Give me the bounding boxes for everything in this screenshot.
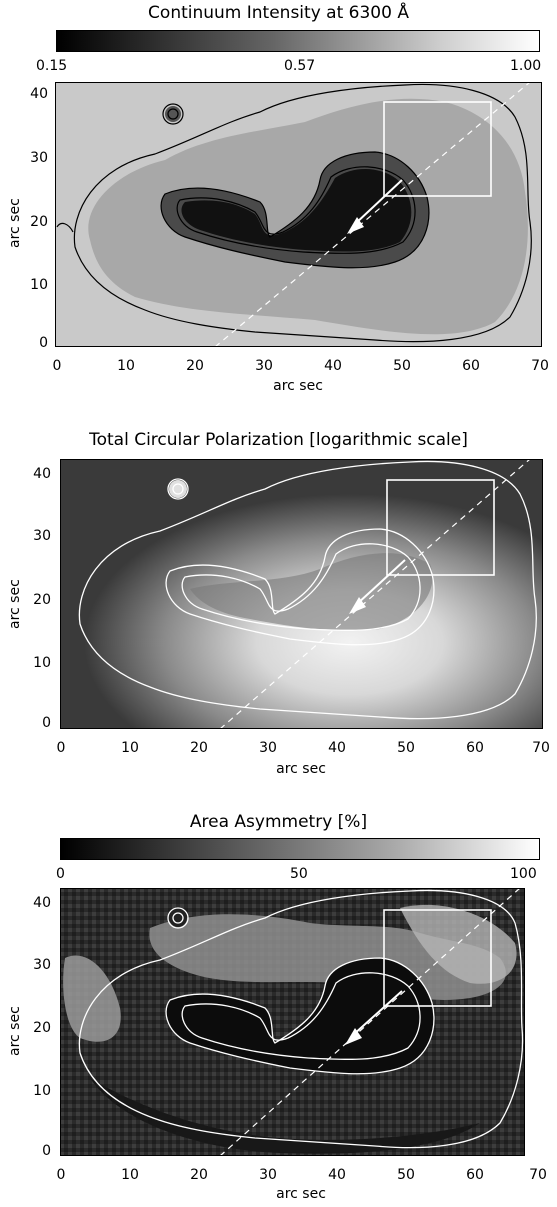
panel-3-ytick: 10	[33, 1083, 51, 1099]
panel-3-xtick: 20	[190, 1167, 208, 1183]
panel-1-ytick: 10	[30, 277, 48, 293]
panel-3-ytick: 20	[33, 1020, 51, 1036]
panel-1-ytick: 30	[30, 150, 48, 166]
panel-1-xtick: 50	[393, 358, 411, 374]
panel-3-xtick: 70	[529, 1167, 547, 1183]
panel-3-colorbar	[60, 838, 540, 860]
panel-2-xtick: 30	[259, 740, 277, 756]
panel-3-title: Area Asymmetry [%]	[189, 812, 368, 832]
panel-1-ytick: 40	[30, 86, 48, 102]
panel-2-title: Total Circular Polarization [logarithmic…	[89, 430, 468, 450]
panel-2-xtick: 0	[56, 740, 66, 756]
panel-1-xtick: 70	[531, 358, 549, 374]
panel-3-image	[60, 888, 525, 1156]
panel-2-ytick: 30	[33, 528, 51, 544]
panel-3-colorbar-tick-min: 0	[56, 866, 65, 882]
panel-1-colorbar-tick-max: 1.00	[510, 58, 542, 74]
panel-1-image	[55, 82, 542, 347]
panel-3-colorbar-tick-mid: 50	[290, 866, 308, 882]
panel-1-ytick: 0	[39, 335, 48, 351]
panel-1-xtick: 40	[324, 358, 342, 374]
panel-1-title: Continuum Intensity at 6300 Å	[148, 3, 409, 23]
panel-1-frame	[55, 82, 542, 347]
panel-1-xtick: 20	[186, 358, 204, 374]
panel-3-ytick: 0	[42, 1143, 51, 1159]
panel-2-xtick: 70	[532, 740, 550, 756]
panel-2-contours	[78, 460, 537, 720]
panel-2-xlabel: arc sec	[276, 761, 326, 777]
panel-3-xtick: 30	[259, 1167, 277, 1183]
panel-2-ylabel: arc sec	[7, 579, 23, 629]
panel-3-xlabel: arc sec	[276, 1186, 326, 1202]
panel-3-colorbar-tick-max: 100	[510, 866, 537, 882]
panel-2-ytick: 0	[42, 715, 51, 731]
panel-1-xtick: 30	[255, 358, 273, 374]
panel-3-xtick: 0	[56, 1167, 66, 1183]
panel-2-ytick: 20	[33, 592, 51, 608]
panel-3-xtick: 60	[466, 1167, 484, 1183]
panel-3-xtick: 50	[397, 1167, 415, 1183]
panel-3-xtick: 40	[328, 1167, 346, 1183]
panel-1-colorbar	[56, 30, 540, 52]
panel-3-ytick: 40	[33, 895, 51, 911]
panel-2-xtick: 40	[328, 740, 346, 756]
panel-2-frame	[60, 459, 543, 729]
panel-3-ytick: 30	[33, 957, 51, 973]
panel-1-contours	[56, 83, 532, 343]
panel-2-xtick: 60	[466, 740, 484, 756]
panel-1-ytick: 20	[30, 214, 48, 230]
panel-1-colorbar-tick-min: 0.15	[36, 58, 68, 74]
panel-2-ytick: 40	[33, 466, 51, 482]
panel-1-ylabel: arc sec	[7, 198, 23, 248]
panel-2-xtick: 20	[190, 740, 208, 756]
panel-3-ylabel: arc sec	[7, 1006, 23, 1056]
panel-2-xtick: 10	[121, 740, 139, 756]
panel-2-image	[60, 459, 543, 729]
panel-1-xtick: 60	[462, 358, 480, 374]
panel-1-xlabel: arc sec	[273, 378, 323, 394]
panel-1-xtick: 10	[117, 358, 135, 374]
panel-3-frame	[60, 888, 525, 1156]
panel-3-xtick: 10	[121, 1167, 139, 1183]
panel-1-colorbar-tick-mid: 0.57	[284, 58, 316, 74]
panel-2-xtick: 50	[397, 740, 415, 756]
panel-2-ytick: 10	[33, 655, 51, 671]
panel-1-xtick: 0	[52, 358, 62, 374]
